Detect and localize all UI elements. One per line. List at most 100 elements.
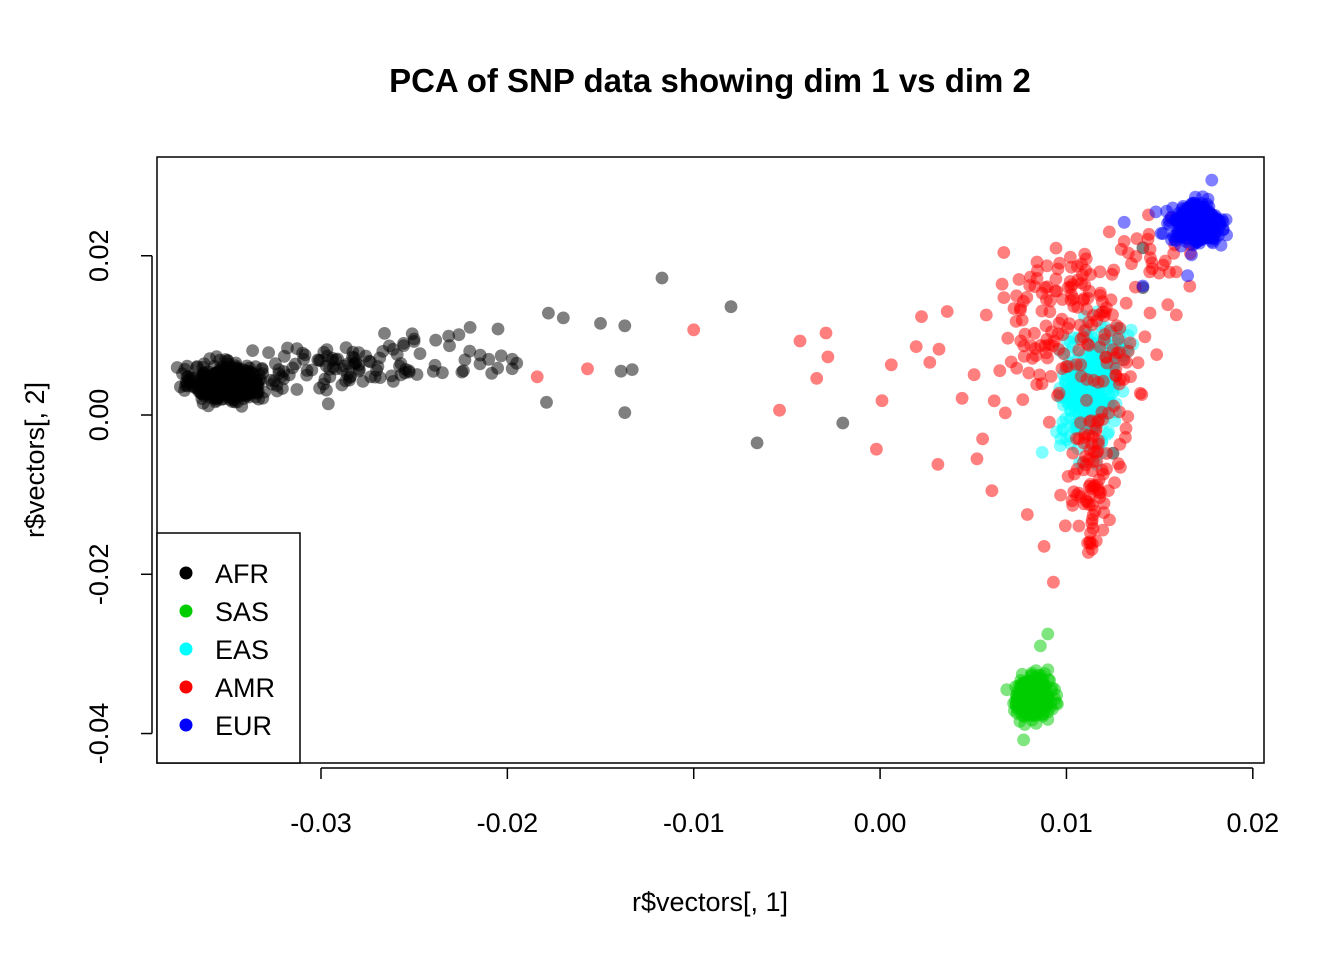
point-afr bbox=[618, 319, 632, 333]
point-afr bbox=[178, 384, 191, 397]
point-amr bbox=[1042, 415, 1056, 429]
point-amr bbox=[1018, 327, 1032, 341]
point-afr bbox=[170, 361, 184, 374]
point-eur bbox=[1136, 279, 1150, 293]
point-afr bbox=[494, 349, 508, 363]
point-amr bbox=[530, 370, 544, 384]
point-afr bbox=[618, 406, 632, 419]
point-afr bbox=[321, 397, 335, 411]
x-axis: -0.03 -0.02 -0.01 0.00 0.01 0.02 bbox=[290, 767, 1279, 838]
point-amr bbox=[1143, 306, 1157, 320]
point-afr bbox=[246, 344, 259, 357]
point-amr bbox=[1117, 235, 1131, 248]
point-afr bbox=[229, 356, 243, 370]
point-eas bbox=[1035, 446, 1049, 459]
point-amr bbox=[915, 310, 928, 323]
point-eur bbox=[1204, 219, 1218, 233]
point-eur bbox=[1169, 229, 1182, 242]
point-afr bbox=[210, 350, 224, 364]
point-amr bbox=[1072, 519, 1086, 533]
point-amr bbox=[1082, 339, 1096, 352]
point-amr bbox=[1096, 523, 1110, 537]
point-afr bbox=[455, 365, 469, 379]
point-amr bbox=[819, 326, 833, 340]
point-afr bbox=[413, 347, 427, 360]
point-afr bbox=[426, 364, 440, 378]
point-afr bbox=[443, 339, 456, 353]
series-afr bbox=[170, 241, 1150, 460]
point-sas bbox=[1041, 663, 1055, 677]
point-eur bbox=[1185, 248, 1198, 262]
point-amr bbox=[997, 246, 1011, 259]
point-afr bbox=[209, 380, 223, 394]
point-afr bbox=[542, 306, 555, 320]
point-amr bbox=[1074, 358, 1088, 372]
point-afr bbox=[836, 416, 850, 430]
point-amr bbox=[1012, 273, 1026, 286]
point-afr bbox=[290, 383, 304, 396]
point-amr bbox=[1061, 470, 1075, 483]
point-amr bbox=[1020, 508, 1034, 521]
legend-marker-eas bbox=[179, 642, 193, 656]
point-amr bbox=[1109, 369, 1123, 383]
point-afr bbox=[463, 321, 477, 334]
legend-label-amr: AMR bbox=[215, 673, 275, 703]
point-amr bbox=[1071, 273, 1085, 287]
point-sas bbox=[1017, 733, 1030, 747]
point-amr bbox=[1113, 405, 1126, 419]
point-amr bbox=[1054, 488, 1067, 502]
point-amr bbox=[1034, 339, 1048, 352]
x-tick-label: -0.03 bbox=[290, 808, 352, 838]
point-amr bbox=[793, 334, 807, 348]
point-eur bbox=[1117, 215, 1131, 229]
point-afr bbox=[402, 365, 416, 379]
y-tick-label: 0.02 bbox=[84, 229, 114, 282]
point-afr bbox=[228, 395, 242, 409]
point-eur bbox=[1188, 203, 1201, 217]
point-eur bbox=[1196, 190, 1210, 204]
point-amr bbox=[1183, 279, 1197, 293]
point-amr bbox=[1135, 388, 1149, 401]
point-afr bbox=[378, 327, 391, 340]
point-amr bbox=[581, 362, 594, 376]
point-amr bbox=[998, 406, 1012, 420]
point-amr bbox=[1161, 298, 1175, 312]
point-amr bbox=[1097, 309, 1111, 323]
point-amr bbox=[1028, 326, 1041, 340]
point-afr bbox=[750, 436, 764, 450]
point-amr bbox=[1087, 445, 1101, 458]
point-amr bbox=[1079, 252, 1093, 266]
point-amr bbox=[1038, 281, 1052, 294]
point-afr bbox=[614, 364, 628, 378]
point-sas bbox=[1027, 705, 1041, 719]
point-amr bbox=[1163, 265, 1176, 279]
x-axis-label: r$vectors[, 1] bbox=[632, 887, 788, 917]
point-amr bbox=[1169, 308, 1183, 322]
point-amr bbox=[1085, 318, 1099, 332]
point-eur bbox=[1156, 227, 1170, 241]
point-amr bbox=[1152, 266, 1166, 280]
chart-title: PCA of SNP data showing dim 1 vs dim 2 bbox=[389, 62, 1031, 99]
point-amr bbox=[1058, 519, 1072, 533]
point-amr bbox=[1049, 241, 1063, 255]
point-amr bbox=[1055, 312, 1069, 326]
point-amr bbox=[1044, 370, 1058, 383]
point-sas bbox=[1020, 697, 1034, 711]
point-amr bbox=[985, 484, 999, 498]
point-afr bbox=[262, 346, 275, 359]
points-layer bbox=[170, 173, 1233, 747]
point-amr bbox=[932, 342, 946, 356]
point-amr bbox=[1076, 293, 1090, 307]
point-afr bbox=[397, 337, 410, 350]
point-afr bbox=[339, 341, 353, 354]
point-afr bbox=[491, 361, 504, 375]
point-eas bbox=[1054, 432, 1068, 446]
point-afr bbox=[458, 353, 472, 367]
point-afr bbox=[190, 361, 204, 374]
point-amr bbox=[773, 403, 786, 417]
point-amr bbox=[1114, 460, 1127, 474]
point-sas bbox=[1036, 697, 1050, 711]
point-amr bbox=[1083, 284, 1096, 298]
legend-marker-eur bbox=[179, 718, 193, 732]
point-afr bbox=[655, 271, 669, 285]
